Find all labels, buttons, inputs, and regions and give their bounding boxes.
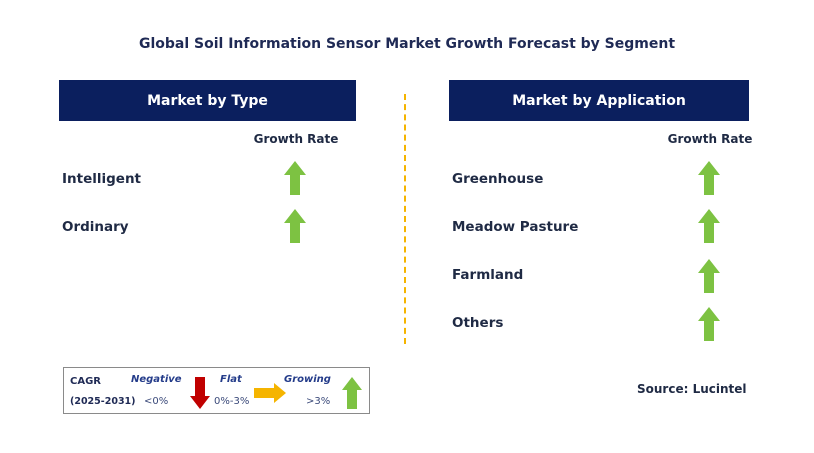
panel-divider — [404, 94, 406, 344]
growth-rate-header-type: Growth Rate — [253, 132, 339, 146]
green-up-arrow-icon — [284, 209, 306, 243]
green-up-arrow-icon — [342, 377, 362, 414]
row-label-farmland: Farmland — [452, 267, 524, 283]
legend-cagr-label: CAGR — [70, 376, 101, 387]
legend-negative-label: Negative — [131, 374, 182, 385]
legend-period: (2025-2031) — [70, 396, 136, 407]
row-label-others: Others — [452, 315, 504, 331]
cagr-legend: CAGR (2025-2031) Negative <0% Flat 0%-3%… — [63, 367, 370, 414]
legend-growing-label: Growing — [284, 374, 331, 385]
green-up-arrow-icon — [698, 259, 720, 293]
chart-title: Global Soil Information Sensor Market Gr… — [138, 36, 676, 52]
green-up-arrow-icon — [284, 161, 306, 195]
market-by-application-header: Market by Application — [449, 80, 749, 121]
red-down-arrow-icon — [190, 377, 210, 414]
yellow-right-arrow-icon — [254, 383, 286, 408]
legend-growing-range: >3% — [306, 396, 331, 407]
green-up-arrow-icon — [698, 161, 720, 195]
row-label-meadow-pasture: Meadow Pasture — [452, 219, 579, 235]
green-up-arrow-icon — [698, 209, 720, 243]
growth-rate-header-application: Growth Rate — [667, 132, 753, 146]
legend-flat-label: Flat — [220, 374, 242, 385]
legend-flat-range: 0%-3% — [214, 396, 250, 407]
green-up-arrow-icon — [698, 307, 720, 341]
legend-negative-range: <0% — [144, 396, 169, 407]
source-note: Source: Lucintel — [637, 382, 747, 396]
row-label-intelligent: Intelligent — [62, 171, 142, 187]
row-label-greenhouse: Greenhouse — [452, 171, 544, 187]
market-by-type-header: Market by Type — [59, 80, 356, 121]
row-label-ordinary: Ordinary — [62, 219, 129, 235]
